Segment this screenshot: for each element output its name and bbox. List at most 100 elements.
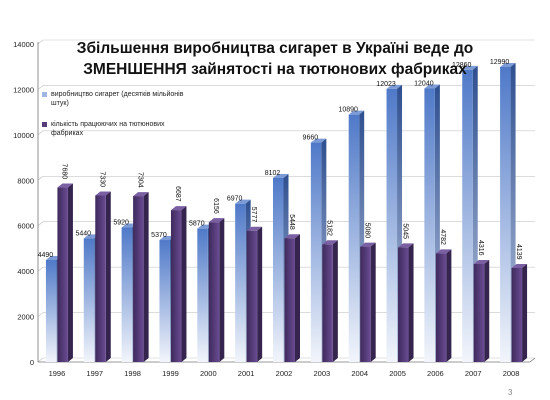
bar-production bbox=[121, 227, 133, 362]
y-tick-label: 10000 bbox=[13, 131, 34, 140]
bar-production-top bbox=[500, 62, 516, 67]
data-label-production: 6970 bbox=[227, 196, 243, 203]
data-label-workers: 7680 bbox=[61, 164, 68, 180]
bar-workers bbox=[95, 195, 106, 362]
data-label-workers: 4139 bbox=[515, 244, 522, 260]
legend-item-workers: кількість працюючих на тютюнових фабрика… bbox=[42, 120, 202, 138]
bar-workers bbox=[511, 267, 523, 362]
bar-workers-top bbox=[246, 226, 263, 231]
bar-production bbox=[197, 228, 208, 362]
x-tick-label: 2003 bbox=[314, 369, 331, 378]
bar-workers-top bbox=[170, 206, 187, 211]
data-label-production: 10890 bbox=[338, 107, 358, 114]
y-tick-label: 6000 bbox=[17, 222, 34, 231]
bar-production-top bbox=[462, 65, 478, 70]
gridline-depth bbox=[37, 312, 44, 317]
data-label-workers: 7304 bbox=[136, 172, 143, 188]
legend-label-workers-line-1: кількість працюючих на тютюнових bbox=[51, 121, 165, 128]
bar-workers-top bbox=[473, 259, 490, 264]
bar-production-top bbox=[386, 84, 403, 89]
data-label-production: 5440 bbox=[75, 230, 91, 237]
y-tick-label: 0 bbox=[30, 358, 34, 367]
bar-production bbox=[386, 88, 398, 363]
x-axis-depth bbox=[529, 357, 536, 363]
data-label-production: 5870 bbox=[189, 221, 205, 228]
bar-production-top bbox=[424, 84, 440, 89]
x-tick-label: 1997 bbox=[86, 369, 103, 378]
bar-workers-side bbox=[295, 234, 300, 362]
bar-production bbox=[83, 238, 95, 362]
x-tick-label: 2004 bbox=[351, 369, 368, 378]
bar-workers-top bbox=[95, 191, 111, 196]
data-label-workers: 5777 bbox=[250, 207, 257, 223]
bar-workers-side bbox=[143, 192, 149, 362]
bar-workers bbox=[170, 210, 182, 362]
bar-workers bbox=[57, 187, 68, 362]
bar-workers-side bbox=[67, 183, 73, 362]
legend-label-production-line-1: виробництво сигарет (десятків мільйонів bbox=[51, 91, 184, 98]
chart-legend: виробництво сигарет (десятків мільйонів … bbox=[42, 90, 202, 150]
bar-workers-top bbox=[435, 249, 452, 254]
gridline-depth bbox=[37, 357, 44, 363]
bar-production-top bbox=[310, 138, 327, 143]
x-tick-label: 2002 bbox=[276, 369, 293, 378]
data-label-production: 12860 bbox=[452, 62, 472, 69]
bar-workers-top bbox=[322, 240, 338, 245]
chart-title-line-2: ЗМЕНШЕННЯ зайнятості на тютюнових фабрик… bbox=[83, 61, 467, 78]
legend-label-production-line-2: штук) bbox=[51, 100, 69, 107]
chart-title: Збільшення виробництва сигарет в Україні… bbox=[40, 38, 510, 80]
bar-workers-top bbox=[208, 218, 225, 223]
y-tick-label: 4000 bbox=[17, 267, 34, 276]
x-tick-label: 2005 bbox=[389, 369, 406, 378]
data-label-production: 12040 bbox=[414, 81, 434, 88]
x-tick-label: 2001 bbox=[238, 369, 255, 378]
x-tick-label: 2007 bbox=[465, 369, 482, 378]
data-label-workers: 6687 bbox=[174, 186, 181, 202]
bar-workers bbox=[133, 196, 144, 362]
chart-bars bbox=[45, 62, 528, 363]
bar-production bbox=[424, 88, 435, 363]
bar-workers-side bbox=[370, 242, 376, 362]
bar-workers bbox=[435, 253, 447, 362]
bar-workers-side bbox=[484, 259, 490, 362]
data-label-workers: 5182 bbox=[326, 220, 333, 236]
x-tick-label: 1996 bbox=[49, 369, 66, 378]
bar-production bbox=[310, 142, 322, 362]
y-tick-label: 2000 bbox=[17, 313, 34, 322]
bar-workers bbox=[284, 238, 295, 362]
chart-axes: 0 2000 4000 6000 8000 10000 12000 14000 1996 1997… bbox=[13, 39, 536, 378]
bar-workers-top bbox=[133, 192, 149, 197]
bar-production bbox=[500, 66, 511, 362]
x-tick-label: 1998 bbox=[124, 369, 141, 378]
bar-workers-top bbox=[57, 183, 73, 188]
bar-workers bbox=[322, 244, 333, 362]
gridline-depth bbox=[37, 130, 44, 136]
bar-workers-side bbox=[257, 226, 263, 362]
data-label-production: 4490 bbox=[38, 252, 54, 259]
bar-workers-top bbox=[398, 243, 414, 248]
bar-workers-top bbox=[360, 242, 376, 247]
bar-workers bbox=[246, 230, 258, 362]
bar-workers-top bbox=[511, 263, 528, 268]
bar-workers bbox=[360, 246, 371, 362]
data-label-production: 5920 bbox=[113, 220, 129, 227]
gridline-depth bbox=[37, 85, 44, 90]
x-tick-label: 1999 bbox=[162, 369, 179, 378]
bar-workers bbox=[398, 247, 409, 362]
data-label-production: 12990 bbox=[490, 59, 510, 66]
data-label-workers: 4782 bbox=[439, 229, 446, 245]
x-tick-label: 2000 bbox=[200, 369, 217, 378]
bar-workers-top bbox=[284, 234, 300, 239]
bar-workers-side bbox=[332, 240, 338, 362]
legend-item-production: виробництво сигарет (десятків мільйонів … bbox=[42, 90, 202, 108]
y-tick-label: 8000 bbox=[17, 176, 34, 185]
data-label-workers: 5448 bbox=[288, 214, 295, 230]
chart-title-line-1: Збільшення виробництва сигарет в Україні… bbox=[76, 40, 474, 57]
data-label-workers: 4316 bbox=[477, 240, 484, 256]
legend-swatch-workers bbox=[42, 122, 47, 127]
chart-data-labels: 4490 7680 5440 7330 5920 7304 5370 6687 5870 6156… bbox=[38, 59, 522, 260]
bar-production bbox=[348, 114, 360, 363]
bar-production bbox=[273, 177, 284, 362]
